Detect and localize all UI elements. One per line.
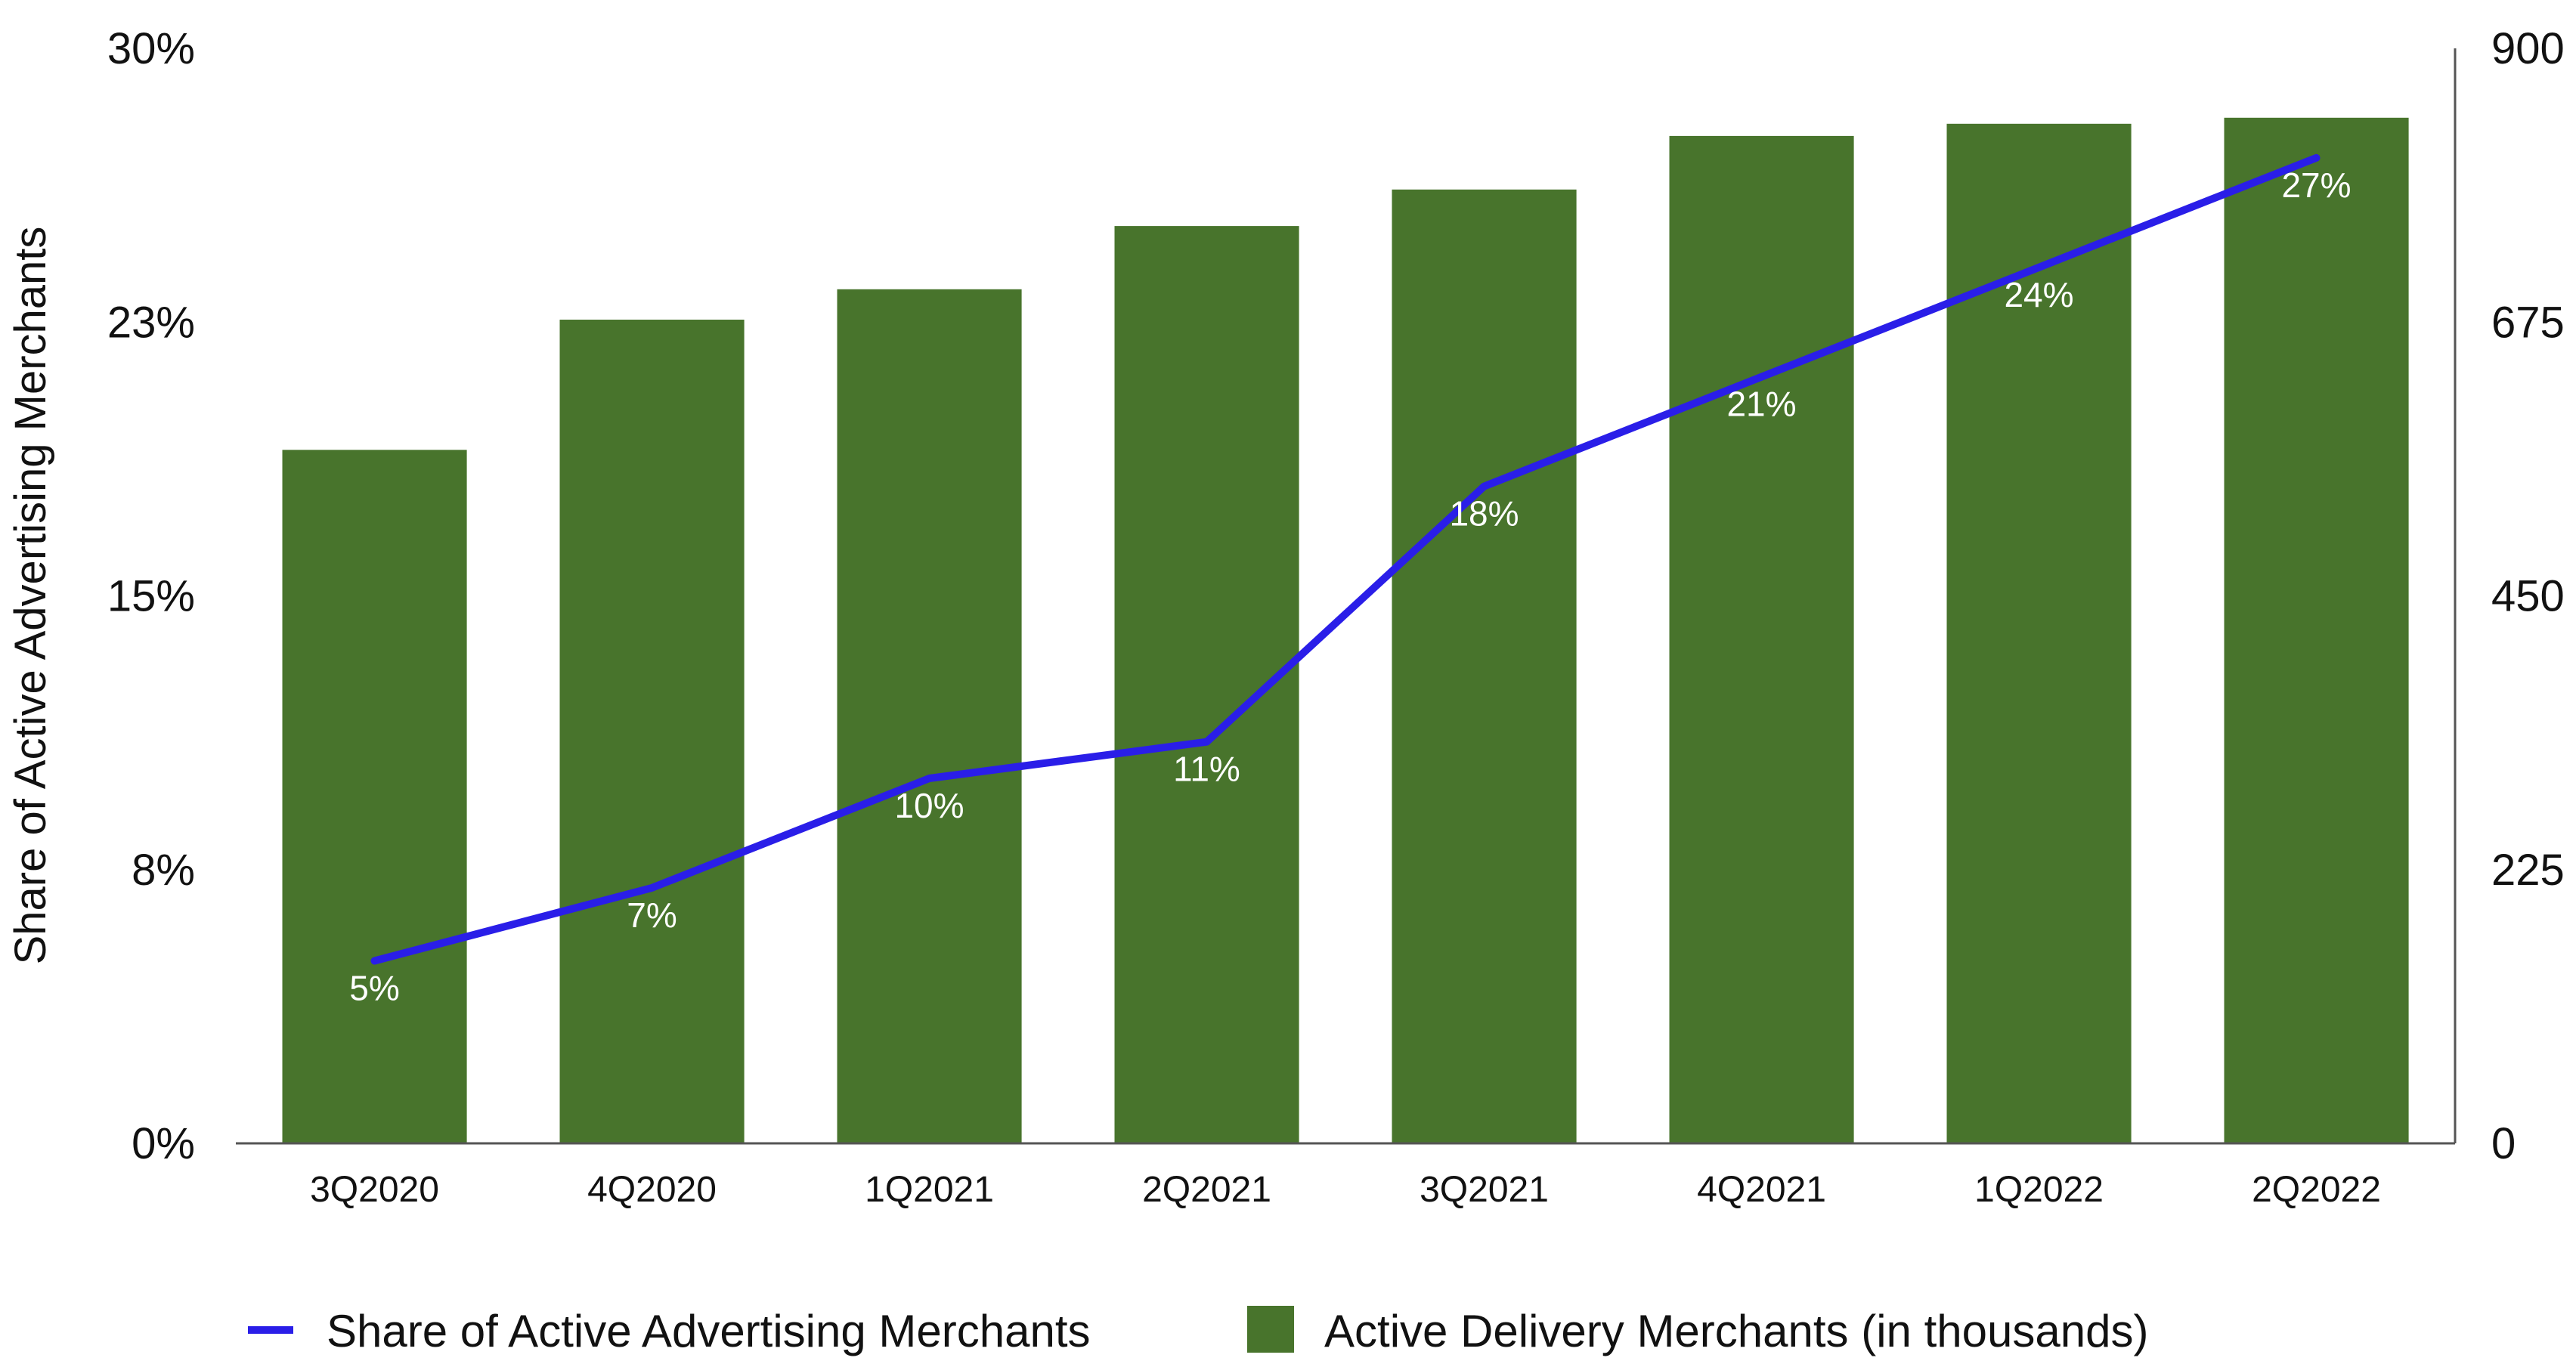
share-line (370, 153, 2321, 965)
x-tick-label: 4Q2021 (1697, 1170, 1826, 1210)
left-tick-label: 0% (132, 1119, 195, 1168)
x-tick-label: 4Q2020 (587, 1170, 717, 1210)
x-tick-label: 3Q2021 (1420, 1170, 1549, 1210)
bar-4Q2021 (1669, 135, 1854, 1143)
x-tick-label: 3Q2020 (310, 1170, 439, 1210)
data-label-3Q2021: 18% (1449, 494, 1519, 534)
right-tick-label: 0 (2491, 1119, 2516, 1168)
bar-3Q2021 (1392, 189, 1577, 1143)
axes-layer (236, 48, 2457, 1145)
bar-4Q2020 (559, 320, 745, 1143)
y-axis-title: Share of Active Advertising Merchants (6, 227, 55, 965)
legend-label-delivery: Active Delivery Merchants (in thousands) (1324, 1306, 2148, 1356)
right-tick-label: 450 (2491, 572, 2565, 621)
left-tick-label: 15% (107, 572, 195, 621)
data-label-1Q2021: 10% (894, 786, 964, 825)
legend: Share of Active Advertising Merchants Ac… (248, 1306, 2148, 1356)
data-label-1Q2022: 24% (2004, 275, 2073, 314)
right-tick-label: 225 (2491, 846, 2565, 895)
left-tick-label: 30% (107, 24, 195, 73)
right-tick-label: 675 (2491, 298, 2565, 347)
data-label-4Q2021: 21% (1726, 385, 1796, 424)
line-layer (370, 153, 2321, 965)
bar-3Q2020 (282, 450, 467, 1143)
ticks-layer: 0% 8% 15% 23% 30% 0 225 450 675 900 3Q2020 4Q2020 1Q… (107, 24, 2565, 1210)
labels-layer: 5% 7% 10% 11% 18% 21% 24% 27% (349, 165, 2351, 1008)
x-tick-label: 2Q2022 (2252, 1170, 2381, 1210)
left-tick-label: 8% (132, 846, 195, 895)
data-label-2Q2021: 11% (1173, 750, 1240, 789)
right-tick-label: 900 (2491, 24, 2565, 73)
data-label-3Q2020: 5% (349, 969, 399, 1008)
left-tick-label: 23% (107, 298, 195, 347)
bars-layer (282, 117, 2409, 1144)
x-tick-label: 2Q2021 (1142, 1170, 1271, 1210)
bar-1Q2021 (837, 289, 1022, 1143)
x-tick-label: 1Q2022 (1974, 1170, 2104, 1210)
legend-bar-swatch (1247, 1306, 1294, 1353)
bar-2Q2022 (2224, 117, 2409, 1143)
data-label-2Q2022: 27% (2281, 165, 2351, 205)
data-label-4Q2020: 7% (627, 895, 677, 935)
x-tick-label: 1Q2021 (865, 1170, 994, 1210)
legend-label-share: Share of Active Advertising Merchants (327, 1306, 1091, 1356)
